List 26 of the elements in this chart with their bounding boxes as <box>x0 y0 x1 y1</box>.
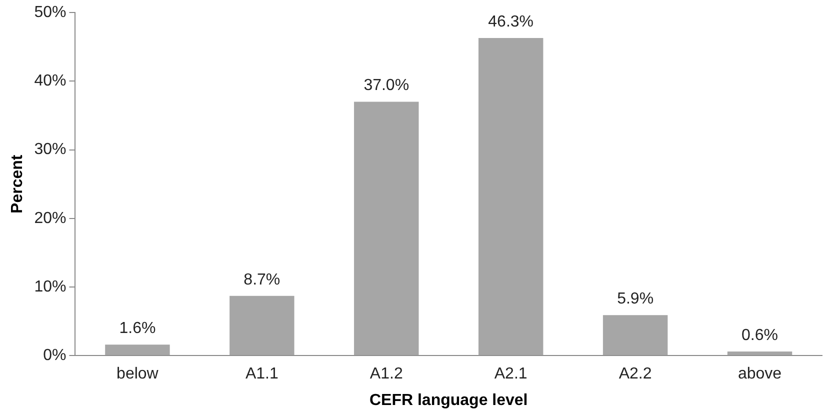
x-tick-label: below <box>116 366 159 383</box>
y-tick-label: 30% <box>34 141 66 158</box>
bar <box>478 38 544 356</box>
bar <box>602 315 668 356</box>
x-axis-title: CEFR language level <box>369 392 528 409</box>
x-tick-label: above <box>738 366 782 383</box>
y-tick-label: 50% <box>34 4 66 22</box>
x-tick-label: A1.1 <box>245 366 278 383</box>
bar <box>105 344 170 356</box>
x-tick-label: A1.2 <box>370 366 403 383</box>
x-tick-label: A2.1 <box>494 366 528 383</box>
y-tick-label: 0% <box>43 347 66 364</box>
bar <box>727 351 792 356</box>
data-label: 8.7% <box>244 271 280 288</box>
bar <box>230 296 294 356</box>
y-tick-label: 20% <box>34 210 66 227</box>
data-label: 1.6% <box>119 320 156 338</box>
data-label: 37.0% <box>364 77 410 94</box>
y-tick-label: 40% <box>34 72 66 90</box>
y-axis-title: Percent <box>9 154 26 214</box>
data-label: 5.9% <box>617 290 654 308</box>
x-tick-label: A2.2 <box>618 366 652 383</box>
data-label: 0.6% <box>742 326 778 344</box>
bar <box>354 102 419 356</box>
data-label: 46.3% <box>488 13 534 30</box>
y-tick-label: 10% <box>34 278 66 296</box>
